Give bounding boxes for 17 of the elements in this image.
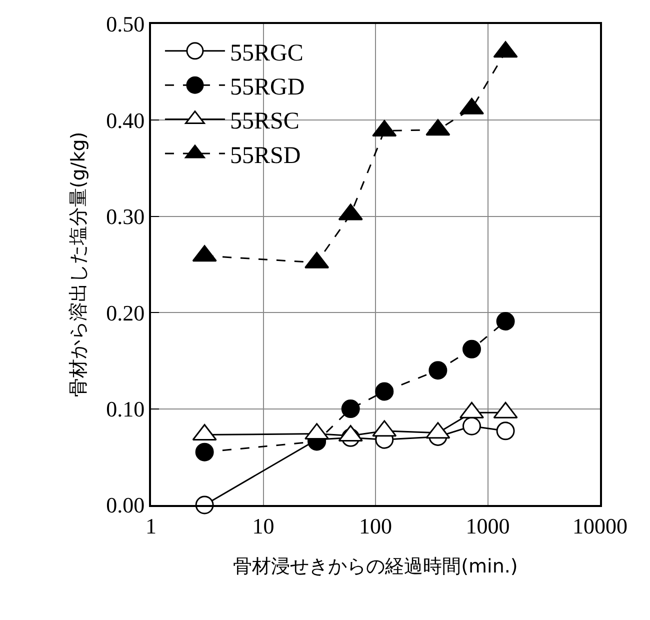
y-tick-label: 0.30	[106, 204, 145, 230]
x-tick-label: 1	[146, 513, 156, 538]
x-tick-label: 10	[252, 513, 274, 538]
y-tick-label: 0.20	[106, 300, 145, 326]
y-tick-label: 0.40	[106, 108, 145, 133]
y-tick-label: 0.00	[106, 492, 145, 518]
x-axis-title: 骨材浸せきからの経過時間(min.)	[233, 556, 518, 578]
legend-label: 55RSC	[230, 108, 300, 135]
y-axis-title: 骨材から溶出した塩分量(g/kg)	[67, 132, 90, 398]
legend-label: 55RSD	[230, 142, 301, 169]
y-tick-label: 0.10	[106, 396, 145, 422]
legend-label: 55RGD	[230, 74, 305, 100]
x-tick-label: 100	[359, 513, 392, 538]
y-tick-label: 0.50	[106, 12, 145, 37]
x-tick-label: 10000	[572, 513, 628, 538]
x-tick-label: 1000	[466, 513, 510, 538]
legend-label: 55RGC	[230, 40, 304, 66]
